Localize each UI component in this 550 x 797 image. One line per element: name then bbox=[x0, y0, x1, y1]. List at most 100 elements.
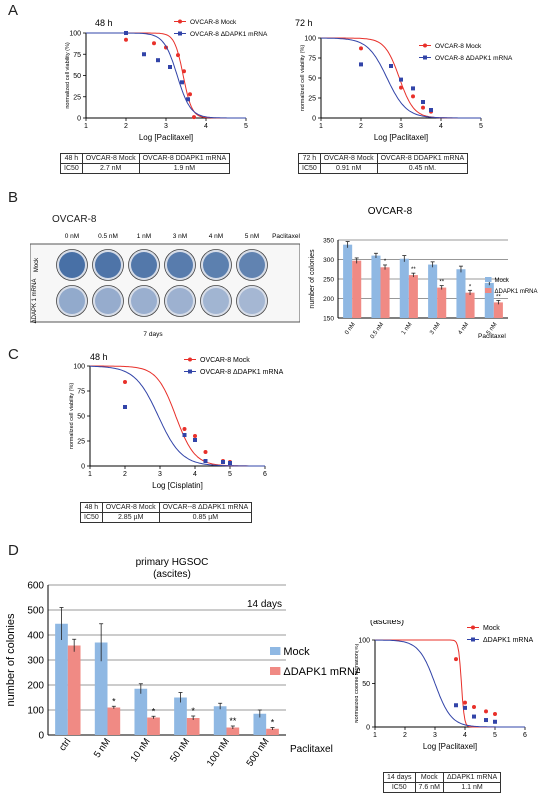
y-tick-label: 100 bbox=[27, 706, 44, 717]
data-point-dapk1 bbox=[221, 460, 225, 464]
data-point-dapk1 bbox=[389, 64, 393, 68]
data-point-mock bbox=[472, 704, 476, 709]
x-tick-label: 4 bbox=[204, 123, 208, 130]
x-axis-label: Log [Paclitaxel] bbox=[374, 133, 428, 142]
y-tick-label: 25 bbox=[73, 94, 81, 101]
data-point-dapk1 bbox=[399, 77, 403, 82]
panel-letter-c: C bbox=[8, 346, 19, 363]
legend-label: OVCAR-8 Mock bbox=[190, 19, 237, 26]
legend-marker bbox=[188, 369, 192, 374]
x-tick-label: 3 bbox=[158, 471, 162, 478]
category-label: 4 nM bbox=[458, 322, 471, 336]
bar-dapk1 bbox=[352, 260, 362, 318]
duration-label: 14 days bbox=[247, 599, 282, 610]
legend-marker bbox=[471, 625, 475, 630]
legend-swatch bbox=[485, 288, 492, 293]
culture-well bbox=[200, 285, 232, 317]
y-tick-label: 0 bbox=[312, 116, 316, 123]
bar-mock bbox=[484, 282, 494, 318]
concentration-label: 5 nM bbox=[245, 233, 259, 240]
x-tick-label: 3 bbox=[399, 123, 403, 130]
colony-stain bbox=[203, 288, 229, 314]
data-point-dapk1 bbox=[168, 65, 172, 69]
bar-mock bbox=[55, 623, 68, 735]
chart-subtitle: (ascites) bbox=[370, 620, 404, 626]
concentration-label: 0 nM bbox=[65, 233, 79, 240]
data-point-dapk1 bbox=[156, 58, 160, 63]
data-point-mock bbox=[203, 450, 208, 454]
fit-curve-dapk1 bbox=[90, 365, 265, 467]
legend-swatch bbox=[270, 647, 281, 655]
y-tick-label: 25 bbox=[77, 439, 85, 446]
colony-stain bbox=[59, 252, 85, 278]
ic50-cell: 48 h bbox=[80, 502, 103, 513]
concentration-label: 1 nM bbox=[137, 233, 151, 240]
data-point-mock bbox=[463, 700, 467, 705]
bar-dapk1 bbox=[107, 707, 121, 735]
y-tick-label: 50 bbox=[77, 414, 85, 421]
x-tick-label: 5 bbox=[244, 123, 248, 130]
data-point-dapk1 bbox=[182, 433, 187, 437]
x-tick-label: 1 bbox=[373, 732, 377, 739]
y-tick-label: 75 bbox=[77, 389, 85, 396]
data-point-dapk1 bbox=[454, 703, 458, 708]
bar-mock bbox=[213, 706, 227, 735]
data-point-dapk1 bbox=[186, 97, 190, 102]
x-tick-label: 2 bbox=[359, 123, 363, 130]
bar-dapk1 bbox=[493, 302, 503, 318]
ic50-table-d2: 14 days Mock ΔDAPK1 mRNA IC50 7.6 nM 1.1 nM bbox=[383, 772, 502, 793]
ic50-cell: 7.6 nM bbox=[414, 782, 444, 793]
data-point-dapk1 bbox=[228, 461, 232, 465]
ic50-cell: OVCAR-8 DDAPK1 mRNA bbox=[138, 153, 231, 164]
category-label: 500 nM bbox=[244, 736, 271, 768]
bar-mock bbox=[343, 244, 353, 318]
ic50-cell: 72 h bbox=[298, 153, 321, 164]
bar-mock bbox=[253, 713, 267, 735]
y-tick-label: 75 bbox=[73, 52, 81, 59]
ic50-cell: 1.1 nM bbox=[442, 782, 502, 793]
chart-c-cisplatin: 1 2 3 4 5 6 0 25 50 75 100 48 h Log [Cisplatin] norma… bbox=[69, 352, 284, 490]
ic50-cell: OVCAR-8 Mock bbox=[101, 502, 160, 513]
colony-stain bbox=[59, 288, 85, 314]
data-point-mock bbox=[124, 37, 128, 42]
data-point-mock bbox=[411, 94, 415, 99]
data-point-dapk1 bbox=[193, 438, 197, 442]
fit-curve-dapk1 bbox=[321, 37, 481, 119]
fit-curve-dapk1 bbox=[86, 32, 246, 119]
legend-marker bbox=[423, 55, 427, 60]
x-tick-label: 1 bbox=[84, 123, 88, 130]
legend-label: OVCAR-8 Mock bbox=[200, 357, 250, 364]
colony-stain bbox=[131, 288, 157, 314]
ic50-table-a1: 48 h OVCAR-8 Mock OVCAR-8 DDAPK1 mRNA IC50… bbox=[60, 153, 231, 174]
data-point-dapk1 bbox=[493, 719, 497, 724]
colony-stain bbox=[131, 252, 157, 278]
ic50-cell: 0.45 nM. bbox=[376, 163, 469, 174]
data-point-dapk1 bbox=[484, 718, 488, 723]
y-axis-label: number of colonies bbox=[309, 249, 316, 309]
concentration-label: 4 nM bbox=[209, 233, 223, 240]
significance-mark: * bbox=[191, 706, 195, 716]
ic50-cell: 48 h bbox=[60, 153, 83, 164]
y-tick-label: 0 bbox=[77, 116, 81, 123]
y-tick-label: 100 bbox=[69, 31, 81, 38]
significance-mark: * bbox=[271, 718, 275, 728]
panel-letter-d: D bbox=[8, 542, 19, 559]
significance-mark: * bbox=[112, 696, 116, 706]
chart-d1-hgsoc-colonies: 0 100 200 300 400 500 600 ctrl * 5 nM * 10 nM * 50 nM… bbox=[5, 557, 360, 769]
culture-well bbox=[164, 285, 196, 317]
x-axis-label: Log [Paclitaxel] bbox=[423, 742, 477, 751]
data-point-dapk1 bbox=[359, 62, 363, 67]
category-label: 50 nM bbox=[168, 736, 192, 764]
category-label: 0.5 nM bbox=[370, 322, 385, 340]
data-point-mock bbox=[182, 69, 186, 74]
y-tick-label: 100 bbox=[358, 638, 370, 645]
y-tick-label: 50 bbox=[73, 73, 81, 80]
x-tick-label: 6 bbox=[523, 732, 527, 739]
significance-mark: ** bbox=[496, 294, 501, 300]
ic50-table-c: 48 h OVCAR-8 Mock OVCAR--8 ΔDAPK1 mRNA IC5… bbox=[80, 502, 253, 523]
x-axis-label: Paclitaxel bbox=[478, 333, 506, 340]
bar-dapk1 bbox=[67, 645, 81, 735]
y-axis-label: normalized cell viability (%) bbox=[69, 383, 75, 449]
ic50-cell: IC50 bbox=[80, 512, 103, 523]
bar-dapk1 bbox=[408, 275, 418, 318]
